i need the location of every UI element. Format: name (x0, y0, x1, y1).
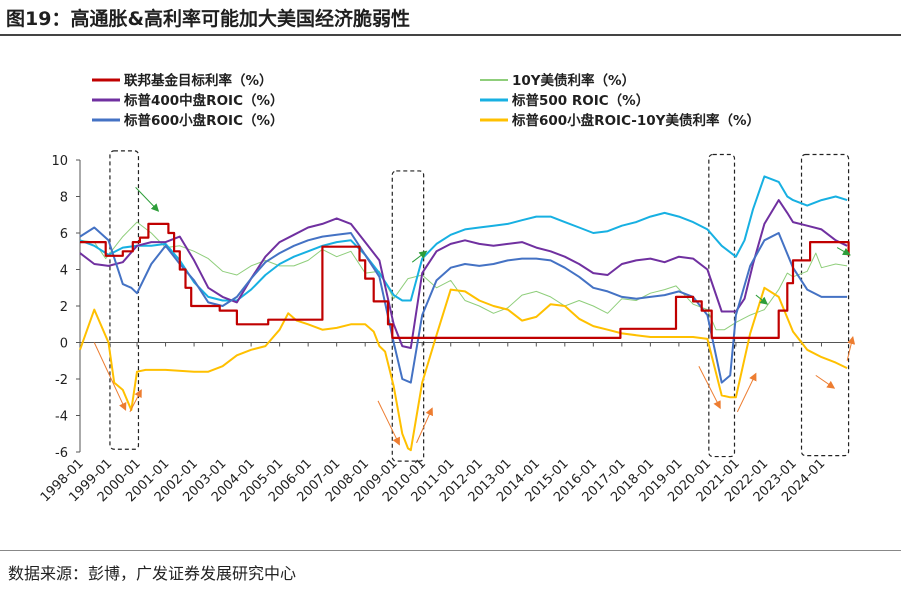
y-tick-label: -4 (55, 410, 68, 425)
green-arrow (135, 187, 160, 212)
orange-arrow (698, 365, 721, 410)
series-sp600-roic (79, 226, 848, 384)
y-tick-label: 6 (60, 227, 68, 242)
legend-label-sp400: 标普400中盘ROIC（%） (123, 92, 284, 109)
y-tick-label: 8 (60, 191, 68, 206)
highlight-boxes (109, 150, 850, 462)
series-sp400-roic (79, 199, 848, 349)
highlight-box (800, 153, 850, 457)
green-arrow (411, 250, 428, 263)
highlight-box (109, 150, 140, 450)
series-lines (79, 175, 850, 452)
y-tick-label: 10 (51, 154, 68, 169)
y-tick-label: 2 (60, 300, 68, 315)
source-note: 数据来源：彭博，广发证券发展研究中心 (8, 564, 297, 583)
green-arrow (836, 247, 851, 256)
source-divider (0, 550, 901, 551)
legend-label-sp600: 标普600小盘ROIC（%） (123, 112, 284, 129)
series-sp600-minus-10y (79, 286, 848, 452)
legend-label-sp500: 标普500 ROIC（%） (511, 92, 649, 109)
y-tick-label: -6 (55, 446, 68, 461)
orange-arrow (416, 407, 433, 444)
green-arrow (755, 294, 769, 305)
orange-arrow (815, 374, 836, 389)
highlight-box (708, 153, 736, 458)
chart-svg: 联邦基金目标利率（%） 标普400中盘ROIC（%） 标普600小盘ROIC（%… (38, 72, 856, 505)
orange-arrow (129, 389, 142, 413)
annotation-arrows (93, 187, 856, 446)
series-10y-yield (79, 221, 848, 331)
highlight-box (391, 170, 425, 462)
figure-title: 图19：高通胀&高利率可能加大美国经济脆弱性 (6, 8, 411, 30)
y-tick-label: -2 (55, 373, 68, 388)
series-sp500-roic (79, 175, 848, 302)
orange-arrow (736, 372, 757, 413)
legend-label-fed-rate: 联邦基金目标利率（%） (124, 72, 273, 89)
orange-arrow (93, 342, 127, 411)
orange-arrow (846, 336, 856, 361)
title-divider (0, 34, 901, 36)
legend-label-spread: 标普600小盘ROIC-10Y美债利率（%） (511, 112, 760, 129)
orange-arrow (377, 400, 400, 446)
y-tick-label: 4 (60, 264, 68, 279)
legend: 联邦基金目标利率（%） 标普400中盘ROIC（%） 标普600小盘ROIC（%… (92, 72, 760, 129)
y-tick-label: 0 (60, 337, 68, 352)
legend-label-10y: 10Y美债利率（%） (512, 72, 635, 89)
series-fed-rate (80, 222, 850, 339)
axes: -6-4-202468101998-011999-012000-012001-0… (38, 154, 850, 505)
